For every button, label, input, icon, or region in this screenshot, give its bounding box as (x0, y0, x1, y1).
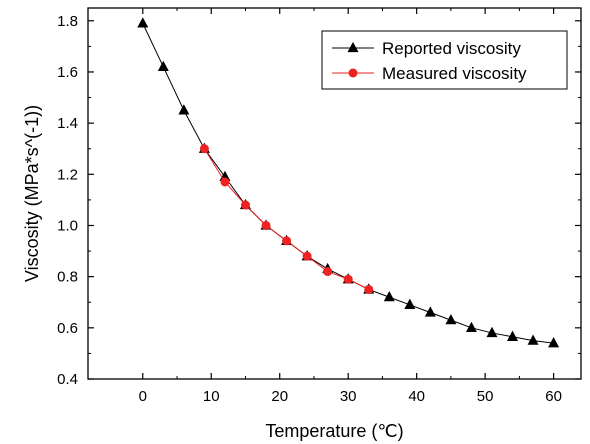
x-tick-label: 50 (477, 388, 494, 405)
legend-box (321, 30, 568, 90)
y-tick-label: 0.6 (57, 320, 78, 337)
x-tick-label: 60 (545, 388, 562, 405)
y-tick-label: 1.8 (57, 13, 78, 30)
y-tick-label: 1.6 (57, 64, 78, 81)
y-axis-label: Viscosity (MPa*s^(-1)) (22, 105, 42, 282)
data-point (364, 284, 374, 294)
data-point (343, 274, 353, 284)
data-point (424, 306, 436, 317)
data-point (282, 236, 292, 246)
legend-entry-measured: Measured viscosity (332, 64, 527, 83)
legend: Reported viscosity Measured viscosity (321, 30, 568, 90)
data-point (465, 321, 477, 332)
plot-frame (87, 7, 582, 380)
data-point (383, 290, 395, 302)
x-tick-label: 40 (408, 388, 425, 405)
x-tick-label: 10 (203, 388, 220, 405)
data-point (137, 17, 149, 28)
x-tick-label: 30 (340, 388, 357, 405)
data-point (178, 104, 190, 115)
y-tick-label: 0.4 (57, 371, 78, 388)
x-tick-label: 0 (139, 388, 147, 405)
legend-entries: Reported viscosity Measured viscosity (332, 39, 527, 83)
plot-area: 0 10 20 30 40 50 60 0.4 0.6 0.8 1.0 1.2 1.4 1.6 1.8 (57, 7, 582, 405)
data-point (302, 251, 312, 261)
y-tick-label: 1.0 (57, 217, 78, 234)
data-point (404, 298, 416, 309)
data-point (157, 60, 169, 72)
y-tick-label: 1.4 (57, 115, 78, 132)
y-tick-label: 0.8 (57, 269, 78, 286)
data-point (445, 314, 457, 325)
data-point (240, 200, 250, 210)
x-tick-label: 20 (271, 388, 288, 405)
data-point (199, 144, 209, 154)
legend-entry-reported: Reported viscosity (332, 39, 521, 58)
legend-marker (348, 68, 358, 78)
data-point (507, 330, 519, 341)
data-point (486, 326, 498, 338)
series-measured (199, 144, 374, 294)
data-point (261, 220, 271, 230)
x-axis-label: Temperature (℃) (265, 421, 403, 441)
legend-marker (347, 41, 359, 53)
legend-label: Reported viscosity (382, 39, 521, 58)
series-line (203, 148, 369, 290)
legend-label: Measured viscosity (382, 64, 527, 83)
y-tick-label: 1.2 (57, 166, 78, 183)
data-point (220, 177, 230, 187)
data-point (527, 334, 539, 345)
data-point (548, 337, 560, 348)
data-point (323, 267, 333, 277)
